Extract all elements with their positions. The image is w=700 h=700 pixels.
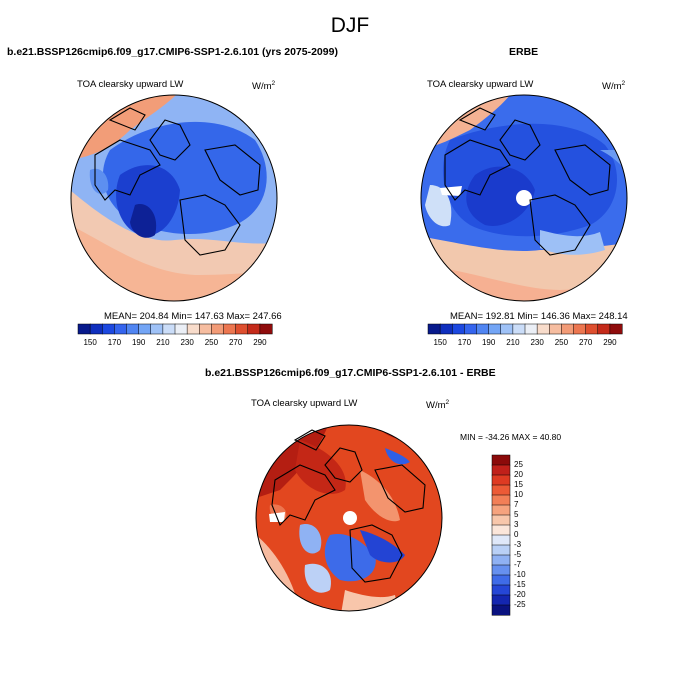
colorbar-tick-label: 190 — [481, 338, 496, 347]
colorbar-tick-label: 20 — [514, 470, 523, 479]
colorbar-tick-label: 270 — [578, 338, 593, 347]
colorbar-tick-label: -10 — [514, 570, 526, 579]
colorbar-tick-label: -7 — [514, 560, 522, 569]
diff-colorbar-ticks: 25 20 15 10 7 5 3 0 -3 -5 -7 -10 -15 -20 -25 — [514, 455, 544, 615]
colorbar-tick-label: 10 — [514, 490, 523, 499]
colorbar-swatch — [491, 574, 511, 586]
colorbar-swatch — [491, 464, 511, 476]
colorbar-tick-label: 290 — [603, 338, 617, 347]
colorbar-tick-label: 150 — [433, 338, 447, 347]
colorbar-swatch — [491, 584, 511, 596]
colorbar-tick-label: 170 — [457, 338, 472, 347]
colorbar-tick-label: 0 — [514, 530, 519, 539]
obs-stats-label: MEAN= 192.81 Min= 146.36 Max= 248.14 — [450, 311, 628, 322]
colorbar-tick-label: 210 — [506, 338, 520, 347]
colorbar-tick-label: 170 — [107, 338, 122, 347]
colorbar-swatch — [491, 494, 511, 506]
diff-variable-label: TOA clearsky upward LW — [251, 398, 358, 409]
colorbar-tick-label: 210 — [156, 338, 170, 347]
colorbar-tick-label: 190 — [131, 338, 146, 347]
model-stats-label: MEAN= 204.84 Min= 147.63 Max= 247.66 — [104, 311, 282, 322]
colorbar-swatch — [609, 323, 623, 335]
colorbar-swatch — [491, 524, 511, 536]
colorbar-swatch — [491, 604, 511, 616]
colorbar-tick-label: -3 — [514, 540, 522, 549]
colorbar-swatch — [491, 474, 511, 486]
obs-panel-title: ERBE — [509, 46, 539, 58]
colorbar-tick-label: 15 — [514, 480, 523, 489]
colorbar-swatch — [491, 534, 511, 546]
diff-units-label: W/m2 — [426, 399, 450, 412]
colorbar-tick-label: 5 — [514, 510, 519, 519]
colorbar-tick-label: 230 — [530, 338, 544, 347]
colorbar-tick-label: 230 — [180, 338, 194, 347]
diff-minmax-label: MIN = -34.26 MAX = 40.80 — [460, 432, 562, 442]
colorbar-tick-label: 270 — [228, 338, 243, 347]
model-panel-title: b.e21.BSSP126cmip6.f09_g17.CMIP6-SSP1-2.… — [7, 46, 338, 58]
diff-panel-title: b.e21.BSSP126cmip6.f09_g17.CMIP6-SSP1-2.… — [205, 367, 496, 379]
obs-colorbar-ticks: 150 170 190 210 230 250 270 290 — [428, 338, 622, 350]
model-variable-label: TOA clearsky upward LW — [77, 79, 184, 90]
colorbar-tick-label: 3 — [514, 520, 519, 529]
colorbar-swatch — [491, 564, 511, 576]
colorbar-tick-label: 7 — [514, 500, 519, 509]
colorbar-tick-label: 25 — [514, 460, 523, 469]
colorbar-tick-label: 150 — [83, 338, 97, 347]
colorbar-swatch — [491, 504, 511, 516]
colorbar-swatch — [491, 454, 511, 466]
diff-colorbar — [491, 454, 511, 616]
colorbar-swatch — [491, 514, 511, 526]
colorbar-tick-label: -15 — [514, 580, 526, 589]
colorbar-tick-label: -25 — [514, 600, 526, 609]
colorbar-tick-label: 250 — [204, 338, 219, 347]
model-colorbar-ticks: 150 170 190 210 230 250 270 290 — [78, 338, 272, 350]
colorbar-tick-label: 290 — [253, 338, 267, 347]
colorbar-swatch — [491, 484, 511, 496]
colorbar-tick-label: -5 — [514, 550, 522, 559]
obs-variable-label: TOA clearsky upward LW — [427, 79, 534, 90]
page-title: DJF — [330, 14, 370, 37]
colorbar-tick-label: -20 — [514, 590, 526, 599]
model-units-label: W/m2 — [252, 80, 276, 93]
colorbar-swatch — [491, 544, 511, 556]
obs-units-label: W/m2 — [602, 80, 626, 93]
colorbar-tick-label: 250 — [554, 338, 569, 347]
colorbar-swatch — [259, 323, 273, 335]
model-colorbar — [77, 323, 273, 335]
colorbar-swatch — [491, 554, 511, 566]
obs-colorbar — [427, 323, 623, 335]
colorbar-swatch — [491, 594, 511, 606]
